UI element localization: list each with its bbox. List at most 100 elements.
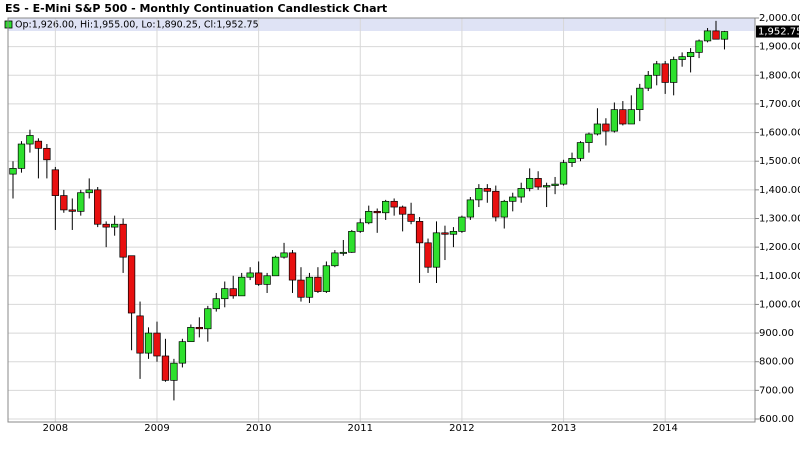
candle-body <box>593 123 602 135</box>
candle-body <box>26 135 34 145</box>
chart-title: ES - E-Mini S&P 500 - Monthly Continuati… <box>5 2 387 15</box>
candle-body <box>94 189 102 225</box>
candle-body <box>492 190 500 218</box>
candle-body <box>271 256 280 277</box>
candle-body <box>119 223 127 258</box>
candle-body <box>110 223 119 228</box>
candle-body <box>432 232 441 268</box>
y-tick-label: 1,900.00 <box>759 42 800 53</box>
legend-band <box>8 18 755 31</box>
candle-body <box>238 276 246 297</box>
y-tick-label: 1,600.00 <box>759 128 800 139</box>
plot-frame <box>7 17 756 423</box>
candle-body <box>178 341 187 364</box>
candle-body <box>127 255 136 314</box>
candle-body <box>144 332 153 354</box>
candle-body <box>585 133 593 143</box>
candle-body <box>424 242 432 268</box>
candle-body <box>661 63 669 83</box>
candle-body <box>500 200 508 218</box>
candle-body <box>449 231 458 235</box>
candle-body <box>526 178 534 189</box>
candle-body <box>77 192 85 212</box>
candle-body <box>314 276 322 292</box>
candle-body <box>60 195 68 211</box>
candle-body <box>195 326 203 330</box>
candle-body <box>34 140 43 149</box>
candle-body <box>305 276 314 298</box>
y-tick-label: 900.00 <box>759 328 794 339</box>
y-tick-label: 800.00 <box>759 357 794 368</box>
x-tick-label: 2013 <box>551 423 576 434</box>
candle-body <box>458 216 466 232</box>
y-tick-label: 1,100.00 <box>759 271 800 282</box>
y-tick-label: 600.00 <box>759 414 794 425</box>
y-tick-label: 1,400.00 <box>759 185 800 196</box>
candle-body <box>720 31 729 40</box>
candle-body <box>263 275 271 285</box>
candle-body <box>373 210 381 214</box>
candle-body <box>475 188 483 201</box>
candle-body <box>712 30 720 40</box>
candle-body <box>627 109 635 125</box>
candle-body <box>441 232 449 235</box>
candle-body <box>382 200 390 214</box>
candle-body <box>170 362 178 381</box>
candle-body <box>153 332 161 357</box>
y-tick-label: 1,800.00 <box>759 70 800 81</box>
candle-body <box>407 213 415 222</box>
x-tick-label: 2010 <box>246 423 271 434</box>
y-tick-label: 700.00 <box>759 385 794 396</box>
candle-body <box>415 221 424 244</box>
y-tick-label: 1,700.00 <box>759 99 800 110</box>
candle-body <box>398 206 407 215</box>
candle-body <box>161 355 170 381</box>
candle-body <box>229 288 237 297</box>
candle-body <box>221 288 229 300</box>
candle-body <box>212 298 220 310</box>
candle-body <box>602 123 610 132</box>
candle-body <box>51 169 59 196</box>
candle-body <box>322 265 331 292</box>
grid <box>8 17 755 422</box>
candle-body <box>517 188 525 198</box>
y-tick-label: 1,500.00 <box>759 156 800 167</box>
x-tick-label: 2008 <box>43 423 68 434</box>
candle-body <box>390 200 398 208</box>
candle-body <box>204 308 212 330</box>
candle-body <box>348 231 356 253</box>
candle-body <box>644 74 652 89</box>
candle-body <box>542 185 551 188</box>
candle-body <box>551 183 559 186</box>
candle-body <box>678 56 686 60</box>
candle-body <box>280 252 288 258</box>
x-tick-label: 2009 <box>144 423 169 434</box>
y-tick-label: 1,000.00 <box>759 299 800 310</box>
candle-body <box>339 251 347 254</box>
candle-body <box>509 196 517 202</box>
candle-body <box>686 52 695 58</box>
candle-body <box>136 315 144 354</box>
candle-body <box>297 279 305 298</box>
candle-body <box>85 189 93 194</box>
candle-body <box>331 252 339 267</box>
candle-body <box>576 142 585 159</box>
candle-body <box>636 87 644 111</box>
y-tick-label: 1,200.00 <box>759 242 800 253</box>
candle-body <box>568 158 576 163</box>
x-tick-label: 2011 <box>348 423 373 434</box>
candle-body <box>187 326 195 343</box>
candle-body <box>365 210 373 224</box>
x-tick-label: 2012 <box>449 423 474 434</box>
legend-label: Op:1,926.00, Hi:1,955.00, Lo:1,890.25, C… <box>15 20 259 31</box>
candle-body <box>619 109 627 125</box>
y-tick-label: 1,300.00 <box>759 214 800 225</box>
candle-body <box>254 272 263 285</box>
candle-body <box>653 63 661 76</box>
candle-body <box>102 223 110 228</box>
candle-body <box>43 147 51 161</box>
candle-body <box>483 188 491 192</box>
candle-body <box>68 209 76 212</box>
candles <box>9 20 729 401</box>
